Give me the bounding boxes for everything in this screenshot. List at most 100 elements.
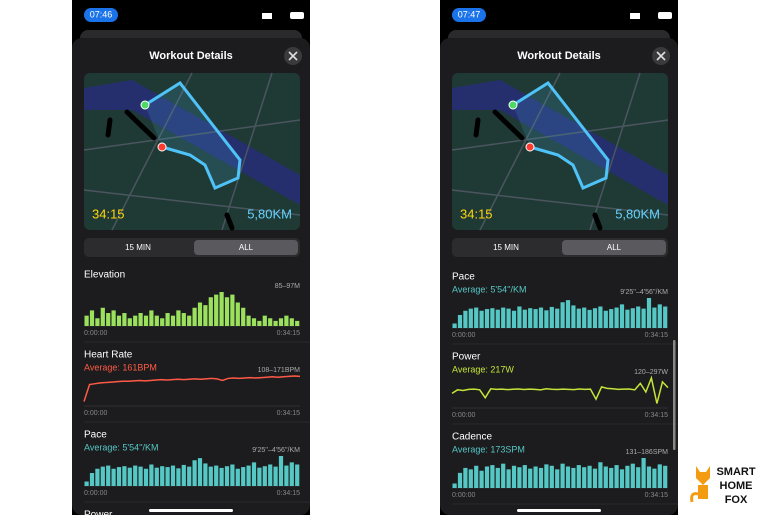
bar bbox=[122, 466, 127, 486]
bar bbox=[170, 465, 176, 486]
bar bbox=[457, 315, 463, 328]
bar bbox=[528, 308, 533, 328]
bar bbox=[84, 481, 89, 486]
line bbox=[451, 375, 669, 404]
bar bbox=[560, 302, 565, 328]
status-time: 07:47 bbox=[458, 9, 481, 19]
bar bbox=[619, 304, 625, 328]
bar bbox=[630, 308, 635, 328]
map-track bbox=[105, 109, 235, 231]
map-route bbox=[144, 81, 242, 190]
bar bbox=[192, 307, 197, 326]
metric-range: 85–97M bbox=[275, 283, 300, 290]
start-pin bbox=[508, 100, 518, 110]
bar bbox=[452, 323, 457, 328]
bar bbox=[295, 320, 300, 326]
bar bbox=[181, 464, 186, 486]
bar bbox=[630, 463, 635, 488]
bar bbox=[230, 464, 235, 486]
bar bbox=[592, 308, 598, 328]
bar bbox=[197, 458, 203, 486]
time-end: 0:34:15 bbox=[277, 490, 300, 497]
bar bbox=[181, 313, 186, 326]
bar bbox=[479, 470, 484, 488]
metric-name: Cadence bbox=[452, 432, 492, 443]
line bbox=[83, 375, 301, 402]
signal bbox=[630, 13, 640, 19]
bar bbox=[203, 463, 208, 486]
bar bbox=[154, 315, 159, 326]
map-track bbox=[473, 109, 603, 231]
metric-name: Power bbox=[452, 352, 481, 363]
bar bbox=[214, 465, 219, 486]
time-end: 0:34:15 bbox=[277, 330, 300, 337]
logo: SMART HOME FOX bbox=[690, 466, 756, 506]
logo-text: SMART bbox=[716, 466, 755, 478]
bar bbox=[208, 297, 213, 326]
map-distance: 5,80KM bbox=[247, 206, 292, 221]
time-start: 0:00:00 bbox=[84, 410, 107, 417]
bar bbox=[284, 465, 289, 486]
bar bbox=[284, 315, 289, 326]
home-indicator bbox=[149, 509, 233, 512]
end-pin bbox=[157, 142, 167, 152]
bar bbox=[646, 466, 652, 488]
bar bbox=[154, 467, 159, 486]
bar bbox=[149, 464, 154, 486]
metric-range: 108–171BPM bbox=[258, 367, 301, 374]
close-icon bbox=[656, 51, 666, 61]
bar bbox=[165, 313, 170, 326]
bar bbox=[544, 464, 549, 488]
bar bbox=[89, 310, 95, 326]
segment[interactable]: 15 MIN bbox=[125, 243, 151, 252]
map-river bbox=[84, 80, 300, 205]
battery bbox=[658, 12, 672, 19]
bar bbox=[641, 308, 646, 328]
bar bbox=[571, 467, 576, 488]
time-pill bbox=[452, 8, 486, 22]
bar bbox=[636, 467, 641, 488]
bar bbox=[538, 307, 544, 328]
segment[interactable]: ALL bbox=[239, 243, 254, 252]
time-start: 0:00:00 bbox=[84, 330, 107, 337]
bar bbox=[652, 468, 657, 488]
bar bbox=[203, 305, 208, 326]
bar bbox=[268, 318, 273, 326]
bar bbox=[160, 466, 165, 486]
bar bbox=[160, 318, 165, 326]
bar bbox=[657, 464, 662, 488]
sheet-title: Workout Details bbox=[149, 50, 233, 62]
scrollbar bbox=[673, 340, 676, 450]
bar bbox=[587, 309, 592, 328]
bar bbox=[246, 465, 251, 486]
metric-average: Average: 5'54''/KM bbox=[84, 442, 159, 452]
bar bbox=[468, 469, 473, 488]
bar bbox=[84, 315, 89, 326]
bar bbox=[544, 310, 549, 328]
time-start: 0:00:00 bbox=[452, 492, 475, 499]
segment[interactable]: ALL bbox=[607, 243, 622, 252]
bar bbox=[522, 309, 527, 328]
bar bbox=[251, 318, 257, 326]
bar bbox=[549, 306, 554, 328]
bar bbox=[246, 315, 251, 326]
home-indicator bbox=[517, 509, 601, 512]
segment[interactable]: 15 MIN bbox=[493, 243, 519, 252]
bar bbox=[598, 462, 603, 488]
bar bbox=[474, 307, 479, 328]
bar bbox=[268, 464, 273, 486]
time-pill bbox=[84, 8, 118, 22]
bar bbox=[257, 467, 262, 486]
status-time: 07:46 bbox=[90, 9, 113, 19]
bar bbox=[192, 460, 197, 486]
bar bbox=[571, 305, 576, 328]
segment-selected bbox=[562, 240, 666, 255]
bar bbox=[560, 463, 565, 488]
map-route bbox=[512, 81, 610, 190]
bar bbox=[592, 468, 598, 488]
bar bbox=[506, 308, 511, 328]
segment-selected bbox=[194, 240, 298, 255]
bar bbox=[495, 467, 500, 488]
bar bbox=[565, 300, 571, 328]
